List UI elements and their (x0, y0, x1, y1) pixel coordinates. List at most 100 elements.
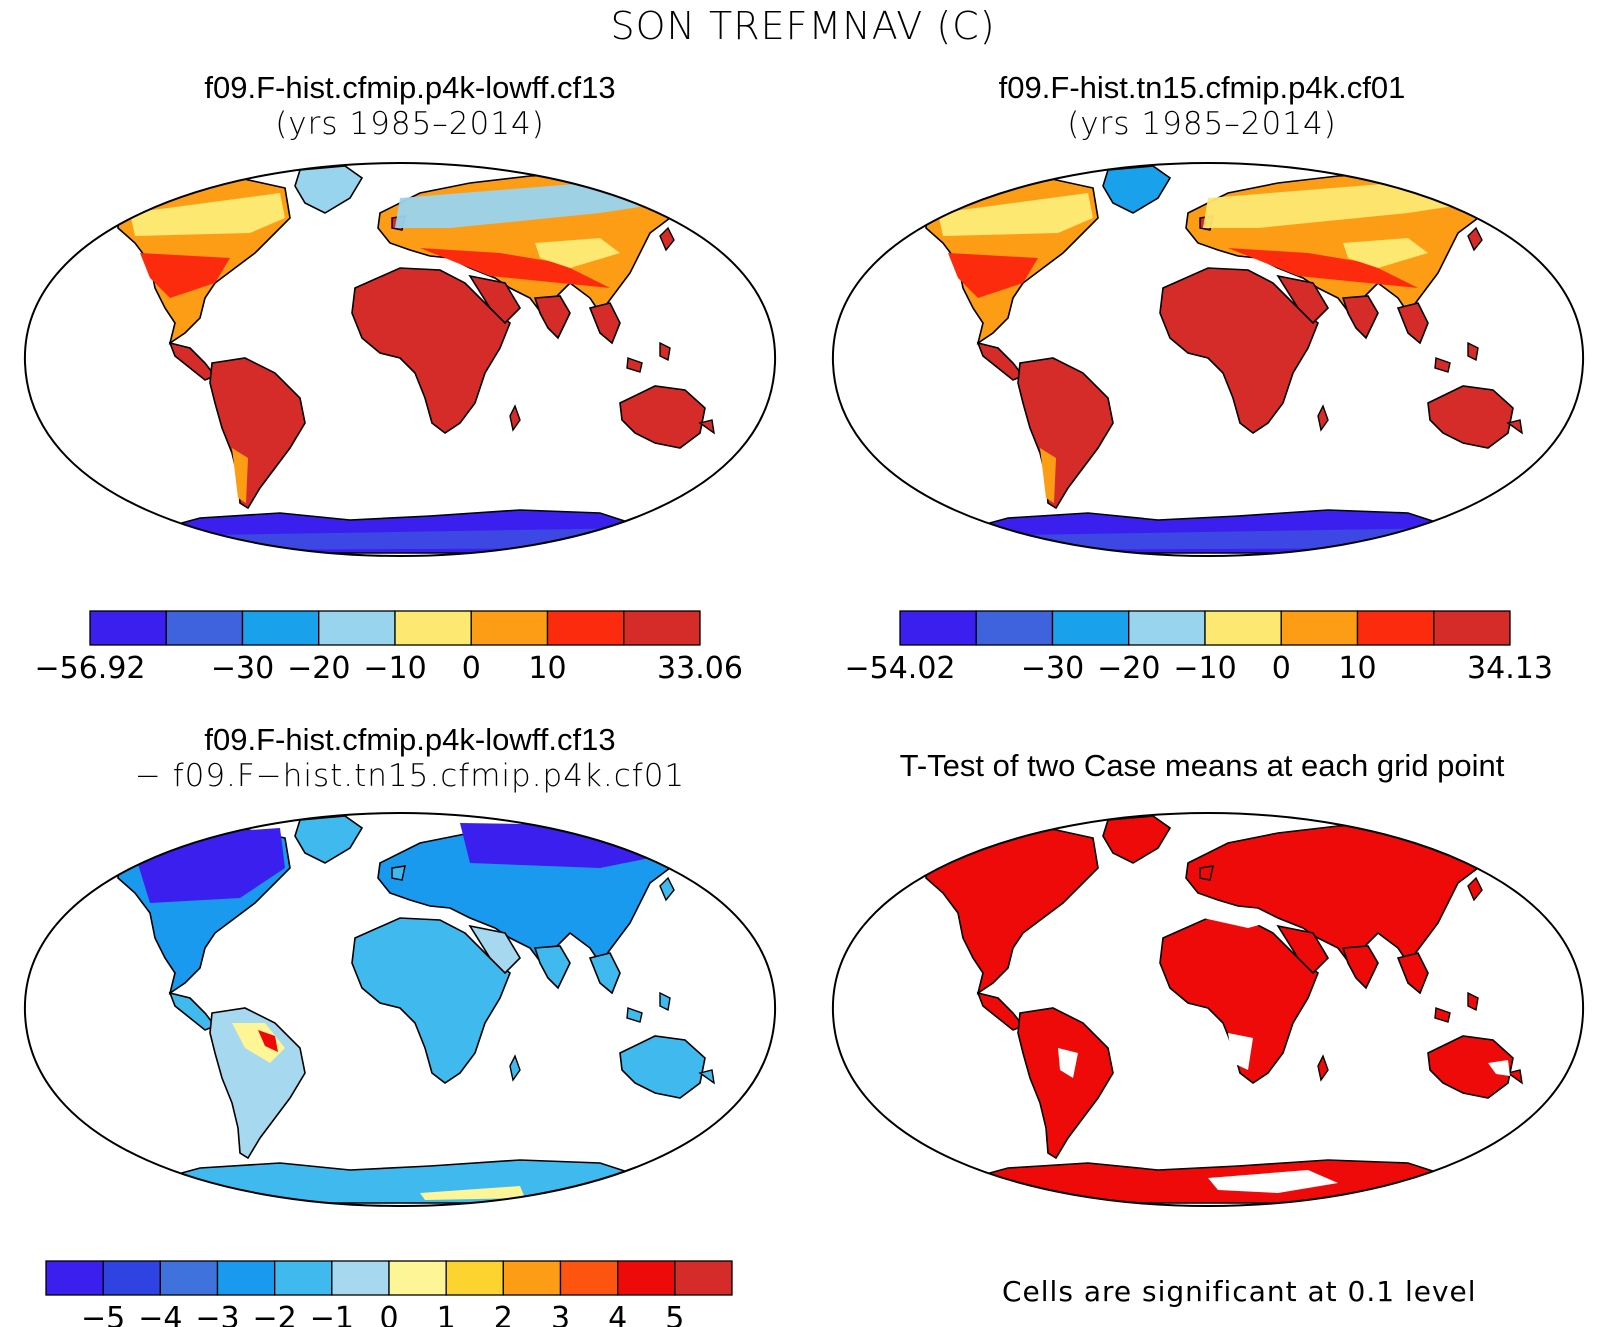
island (509, 1054, 521, 1082)
landmass-arabia (468, 274, 522, 325)
island (1467, 341, 1479, 362)
colorbar-swatch (1433, 610, 1511, 646)
landmass-greenland (1102, 165, 1172, 214)
landmass-centralAmerica (976, 341, 1025, 381)
colorbar-tick-label: 0 (379, 1301, 398, 1327)
landmass-southeastAsia (1396, 952, 1429, 995)
contour-band (232, 448, 248, 503)
colorbar-swatch (89, 610, 167, 646)
colorbar-tick-label: −10 (1173, 651, 1236, 685)
colorbar-swatch (241, 610, 320, 646)
island (659, 876, 675, 902)
colorbar-swatch (502, 1260, 562, 1296)
landmass-africa (351, 267, 511, 434)
landmass-australia (619, 1035, 706, 1099)
contour-band (535, 238, 620, 268)
landmass-australia (619, 385, 706, 449)
colorbar-swatch (1204, 610, 1282, 646)
landmass-africa (1159, 267, 1319, 434)
colorbar-tick-label: 0 (462, 651, 481, 685)
landmass-arabia (468, 924, 522, 975)
landmass-northAmerica (925, 825, 1099, 995)
case1-title-line1: f09.F-hist.cfmip.p4k-lowff.cf13 (204, 70, 616, 105)
map-panel-diff (23, 811, 777, 1208)
contour-band (1040, 448, 1056, 503)
island (1199, 865, 1214, 881)
panel-title-ttest: T-Test of two Case means at each grid po… (812, 748, 1592, 784)
landmass-centralAmerica (168, 341, 217, 381)
island (509, 404, 521, 432)
map-border (831, 161, 1585, 558)
colorbar-swatch (388, 1260, 447, 1296)
colorbar-swatch (1051, 610, 1130, 646)
colorbar-tick-label: 34.13 (1467, 651, 1553, 685)
contour-band (130, 193, 285, 236)
contour-band (1203, 908, 1278, 928)
island (1434, 357, 1451, 373)
colorbar-swatch (1356, 610, 1435, 646)
landmass-india (1341, 945, 1379, 990)
contour-band (1488, 1060, 1510, 1076)
colorbar-tick-label: −1 (310, 1301, 354, 1327)
contour-band (420, 248, 610, 288)
landmass-southAmerica (1017, 1007, 1114, 1160)
case2-title-line1: f09.F-hist.tn15.cfmip.p4k.cf01 (998, 70, 1406, 105)
island (626, 357, 643, 373)
colorbar-tick-label: −30 (1021, 651, 1084, 685)
colorbar-tick-label: −3 (195, 1301, 239, 1327)
island (1434, 1007, 1451, 1023)
island (391, 865, 406, 881)
colorbar-swatch (274, 1260, 333, 1296)
case2-title-line2: (yrs 1985–2014) (1067, 106, 1337, 142)
landmass-greenland (294, 165, 364, 214)
colorbar-swatch (216, 1260, 276, 1296)
colorbar-swatch (102, 1260, 161, 1296)
colorbar-tick-label: −56.92 (34, 651, 145, 685)
ttest-title-line1: T-Test of two Case means at each grid po… (899, 748, 1505, 783)
colorbar-tick-label: −2 (253, 1301, 297, 1327)
landmass-centralAmerica (168, 991, 217, 1031)
landmass-southeastAsia (588, 302, 621, 345)
landmass-india (533, 295, 571, 340)
map-panel-case2 (831, 161, 1585, 558)
panel-title-case1: f09.F-hist.cfmip.p4k-lowff.cf13 (yrs 198… (40, 70, 780, 142)
figure-title: SON TREFMNAV (C) (610, 4, 996, 48)
colorbar-swatch (623, 610, 701, 646)
contour-band (258, 1030, 278, 1052)
colorbar-swatch (159, 1260, 219, 1296)
landmass-southeastAsia (588, 952, 621, 995)
significance-note: Cells are significant at 0.1 level (1002, 1275, 1477, 1308)
landmass-australia (1427, 385, 1514, 449)
island (1506, 419, 1523, 435)
contour-band (958, 528, 1458, 550)
landmass-arabia (1276, 274, 1330, 325)
landmass-antarctica (144, 1159, 662, 1204)
landmass-greenland (294, 815, 364, 864)
island (1467, 991, 1479, 1012)
colorbar-tick-label: 2 (494, 1301, 513, 1327)
landmass-india (1341, 295, 1379, 340)
panel-title-case2: f09.F-hist.tn15.cfmip.p4k.cf01 (yrs 1985… (812, 70, 1592, 142)
landmass-southAmerica (209, 357, 306, 510)
colorbar-swatch (45, 1260, 104, 1296)
map-panel-ttest (831, 811, 1585, 1208)
contour-band (140, 253, 230, 298)
colorbar-swatch (331, 1260, 390, 1296)
contour-band (1228, 248, 1418, 288)
landmass-centralAmerica (976, 991, 1025, 1031)
case1-title-line2: (yrs 1985–2014) (275, 106, 545, 142)
island (698, 1069, 715, 1085)
colorbar-diff: −5 −4 −3 −2 −1 0 1 2 3 4 5 (45, 1260, 733, 1327)
map-border (23, 811, 777, 1208)
landmass-arabia (1276, 924, 1330, 975)
colorbar-tick-label: 0 (1272, 651, 1291, 685)
colorbar-tick-label: −20 (287, 651, 350, 685)
colorbar-swatch (674, 1260, 733, 1296)
colorbar-tick-label: 4 (608, 1301, 627, 1327)
contour-band (1208, 1170, 1338, 1193)
contour-band (420, 1186, 525, 1200)
diff-title-line2: − f09.F−hist.tn15.cfmip.p4k.cf01 (134, 758, 686, 794)
colorbar-tick-label: 5 (665, 1301, 684, 1327)
contour-band (1343, 238, 1428, 268)
map-border (23, 161, 777, 558)
